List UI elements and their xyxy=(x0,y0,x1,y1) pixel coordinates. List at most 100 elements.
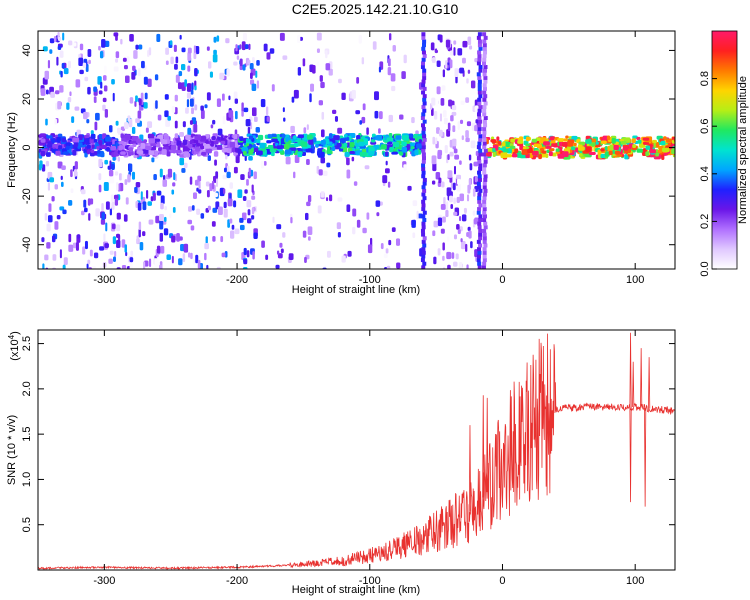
heatmap-band-cell xyxy=(195,146,201,152)
snr-y-scale: (x104) xyxy=(7,331,21,361)
heatmap-streak-cell xyxy=(483,214,488,219)
heatmap-cell xyxy=(71,116,75,124)
heatmap-cell xyxy=(120,126,125,132)
heatmap-cell xyxy=(67,60,71,69)
heatmap-cell xyxy=(116,224,121,232)
heatmap-cell xyxy=(206,264,209,269)
heatmap-band-cell xyxy=(147,133,155,139)
heatmap-cell xyxy=(47,215,53,223)
heatmap-cell xyxy=(81,210,85,216)
heatmap-cell xyxy=(99,246,105,251)
heatmap-cell xyxy=(100,218,106,225)
heatmap-cell xyxy=(40,88,46,96)
heatmap-cell xyxy=(157,114,162,121)
heatmap-band-cell xyxy=(661,147,666,152)
heatmap-cell xyxy=(316,48,320,53)
heatmap-cell xyxy=(51,196,55,202)
heatmap-cell xyxy=(148,47,152,56)
heatmap-band-cell xyxy=(120,151,126,155)
heatmap-cell xyxy=(49,38,55,44)
heatmap-band-cell xyxy=(86,149,91,155)
heatmap-cell xyxy=(164,94,169,100)
heatmap-streak-cell xyxy=(477,207,482,212)
heatmap-cell xyxy=(48,203,52,213)
heatmap-band-cell xyxy=(205,139,209,145)
heatmap-cell xyxy=(212,119,216,125)
heatmap-cell xyxy=(183,162,188,169)
heatmap-cell xyxy=(325,63,331,71)
heatmap-cell xyxy=(44,254,49,261)
heatmap-cell xyxy=(310,83,315,92)
heatmap-band-cell xyxy=(600,140,607,144)
heatmap-band-cell xyxy=(132,143,137,147)
heatmap-streak-cell xyxy=(477,83,482,88)
heatmap-streak-cell xyxy=(421,170,426,175)
heatmap-streak-cell xyxy=(482,254,487,259)
heatmap-cell xyxy=(112,156,116,161)
heatmap-cell xyxy=(93,252,99,259)
heatmap-cell xyxy=(90,130,94,135)
heatmap-cell xyxy=(62,209,67,215)
heatmap-streak-cell xyxy=(483,68,488,73)
snr-x-tick-label: -300 xyxy=(93,575,115,587)
heatmap-cell xyxy=(309,93,312,103)
heatmap-cell xyxy=(41,237,45,243)
heatmap-streak-cell xyxy=(477,75,482,80)
heatmap-streak-cell xyxy=(483,159,488,164)
heatmap-band-cell xyxy=(395,135,402,140)
heatmap-cell xyxy=(159,232,164,242)
heatmap-band-cell xyxy=(391,151,398,155)
snr-x-ticks: -300 -200 -100 0 100 xyxy=(93,330,644,587)
snr-x-tick-label: 0 xyxy=(499,575,505,587)
heatmap-cell xyxy=(113,66,119,72)
heatmap-streak-cell xyxy=(482,137,487,142)
heatmap-cell xyxy=(251,207,255,215)
heatmap-cell xyxy=(227,219,230,228)
heatmap-band-cell xyxy=(521,149,529,155)
heatmap-cell xyxy=(109,125,113,133)
heatmap-band-cell xyxy=(148,149,155,156)
heatmap-frame xyxy=(37,30,676,270)
snr-x-tick-label: -100 xyxy=(359,575,381,587)
heatmap-band-cell xyxy=(674,154,675,159)
heatmap-cell xyxy=(129,257,134,263)
heatmap-cell xyxy=(467,184,471,194)
heatmap-cell xyxy=(293,171,296,179)
heatmap-cell xyxy=(385,248,389,254)
heatmap-streak-cell xyxy=(478,188,483,193)
heatmap-streak-cell xyxy=(483,174,488,179)
heatmap-band-cell xyxy=(267,144,274,150)
heatmap-band-cell xyxy=(176,140,182,146)
heatmap-band-cell xyxy=(636,148,643,153)
heatmap-cell xyxy=(465,137,470,143)
heatmap-cell xyxy=(226,165,230,173)
heatmap-band-cell xyxy=(336,142,342,148)
heatmap-cell xyxy=(186,92,192,99)
heatmap-cell xyxy=(337,197,343,202)
heatmap-band-cell xyxy=(399,151,404,156)
heatmap-cell xyxy=(69,91,72,97)
heatmap-cell xyxy=(207,205,211,211)
heatmap-streak-cell xyxy=(483,116,488,120)
heatmap-cell xyxy=(38,148,42,153)
heatmap-band-cell xyxy=(154,150,159,156)
heatmap-band-cell xyxy=(288,140,292,144)
heatmap-cell xyxy=(436,60,441,68)
heatmap-streak-cell xyxy=(477,90,482,95)
heatmap-cell xyxy=(364,165,370,170)
heatmap-band-cell xyxy=(636,136,641,141)
heatmap-band-cell xyxy=(571,146,576,151)
heatmap-cell xyxy=(126,56,130,63)
heatmap-cell xyxy=(372,41,377,50)
heatmap-band-cell xyxy=(220,140,226,145)
heatmap-cell xyxy=(448,99,453,107)
heatmap-cell xyxy=(109,250,114,255)
heatmap-cell xyxy=(45,160,50,167)
heatmap-cell xyxy=(451,111,457,116)
heatmap-cell xyxy=(412,200,418,207)
heatmap-streak-cell xyxy=(421,239,426,244)
heatmap-cell xyxy=(177,82,183,90)
heatmap-cell xyxy=(403,164,407,171)
heatmap-cell xyxy=(179,34,182,40)
heatmap-cell xyxy=(302,230,307,238)
